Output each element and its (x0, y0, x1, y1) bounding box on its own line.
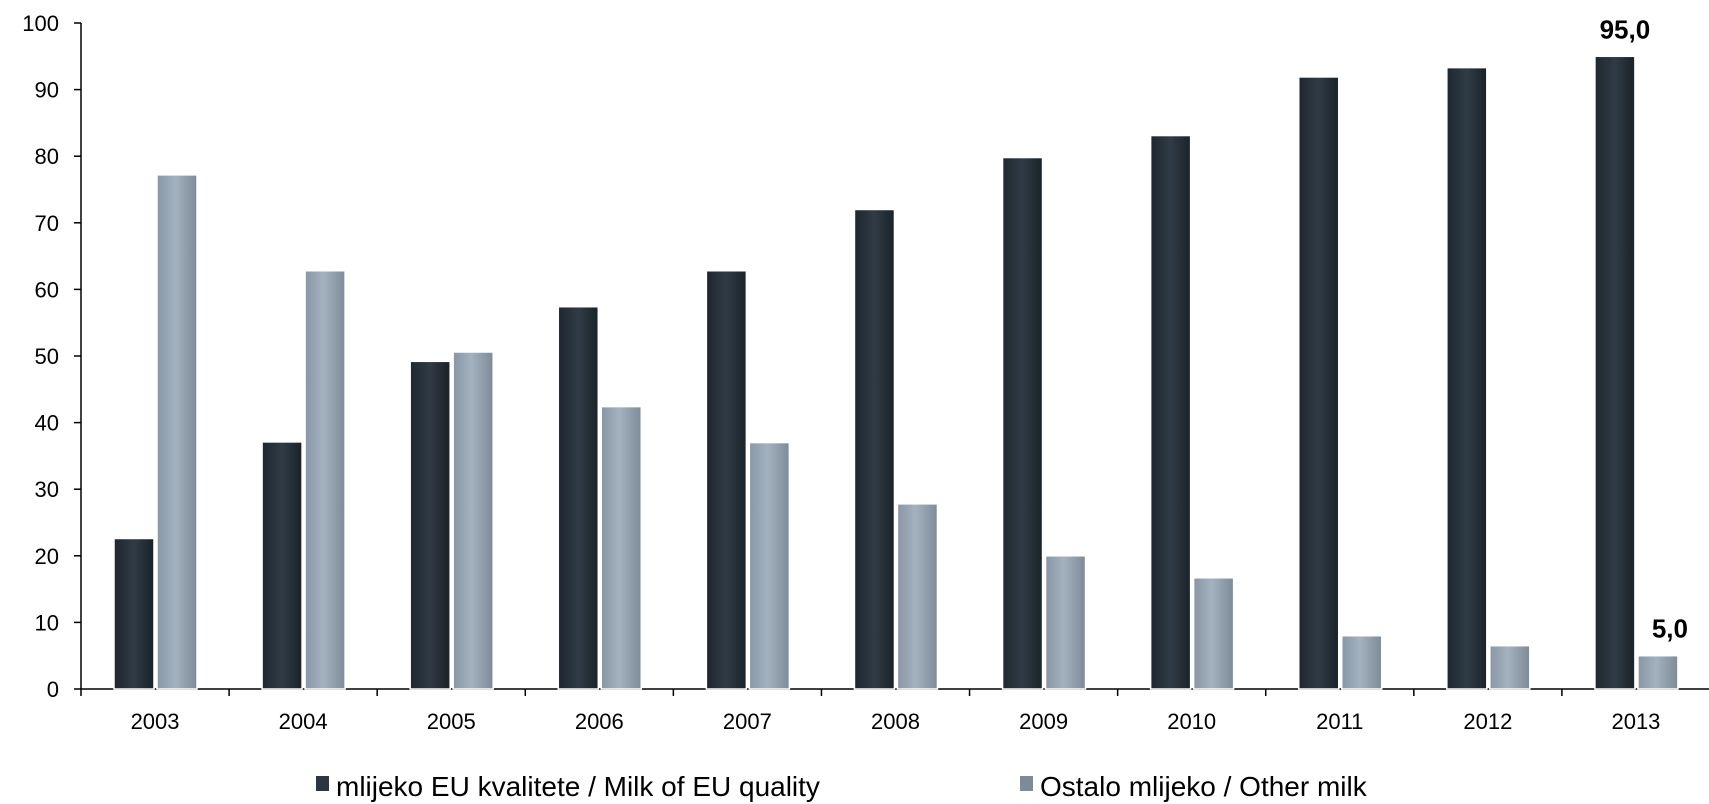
bar-other-milk-2008 (896, 503, 939, 690)
x-tick-label: 2006 (575, 709, 624, 734)
y-tick-label: 70 (35, 211, 59, 236)
y-tick-label: 10 (35, 610, 59, 635)
data-label: 95,0 (1600, 14, 1651, 44)
bar-eu-quality-2009 (1001, 156, 1044, 690)
x-tick-label: 2010 (1167, 709, 1216, 734)
bar-eu-quality-2008 (853, 208, 896, 690)
legend-label-other-milk: Ostalo mlijeko / Other milk (1040, 771, 1368, 802)
bars (113, 55, 1679, 690)
y-tick-label: 50 (35, 344, 59, 369)
x-tick-label: 2011 (1316, 709, 1363, 734)
y-tick-label: 60 (35, 277, 59, 302)
y-tick-label: 0 (47, 677, 59, 702)
bar-other-milk-2005 (452, 351, 494, 690)
x-tick-label: 2012 (1463, 709, 1512, 734)
bar-other-milk-2011 (1340, 634, 1383, 690)
data-label: 5,0 (1652, 614, 1688, 644)
bar-eu-quality-2012 (1446, 66, 1488, 690)
legend-swatch-eu-quality (316, 776, 329, 791)
y-tick-label: 100 (22, 11, 59, 36)
y-tick-label: 20 (35, 544, 59, 569)
x-tick-label: 2007 (723, 709, 772, 734)
bar-other-milk-2012 (1489, 644, 1531, 690)
y-tick-label: 80 (35, 144, 59, 169)
x-tick-label: 2008 (871, 709, 920, 734)
bar-eu-quality-2003 (113, 537, 155, 690)
bar-other-milk-2007 (748, 441, 791, 690)
y-tick-label: 40 (35, 411, 59, 436)
bar-other-milk-2003 (156, 174, 198, 690)
y-tick-label: 90 (35, 78, 59, 103)
x-tick-label: 2004 (279, 709, 328, 734)
bar-other-milk-2010 (1192, 577, 1235, 690)
bar-other-milk-2004 (304, 270, 346, 690)
x-axis: 2003 2004 2005 2006 2007 2008 2009 2010 2011 2012… (80, 688, 1709, 734)
legend: mlijeko EU kvalitete / Milk of EU qualit… (316, 771, 1368, 802)
x-tick-label: 2009 (1019, 709, 1068, 734)
bar-eu-quality-2005 (409, 360, 451, 690)
data-labels: 95,0 5,0 (1600, 14, 1688, 643)
bar-eu-quality-2013 (1594, 55, 1636, 690)
legend-swatch-other-milk (1020, 776, 1033, 791)
bar-eu-quality-2007 (705, 270, 748, 690)
bar-eu-quality-2010 (1149, 134, 1192, 690)
bar-eu-quality-2006 (557, 305, 600, 690)
bar-eu-quality-2004 (261, 441, 303, 690)
bar-eu-quality-2011 (1297, 76, 1340, 690)
y-axis: 0 10 20 30 40 50 60 70 80 90 100 (22, 11, 82, 702)
x-tick-label: 2003 (131, 709, 180, 734)
x-tick-label: 2005 (427, 709, 476, 734)
bar-other-milk-2006 (600, 405, 643, 690)
x-tick-label: 2013 (1611, 709, 1660, 734)
bar-other-milk-2013 (1637, 654, 1679, 690)
y-tick-label: 30 (35, 477, 59, 502)
bar-other-milk-2009 (1044, 555, 1087, 690)
legend-label-eu-quality: mlijeko EU kvalitete / Milk of EU qualit… (336, 771, 820, 802)
